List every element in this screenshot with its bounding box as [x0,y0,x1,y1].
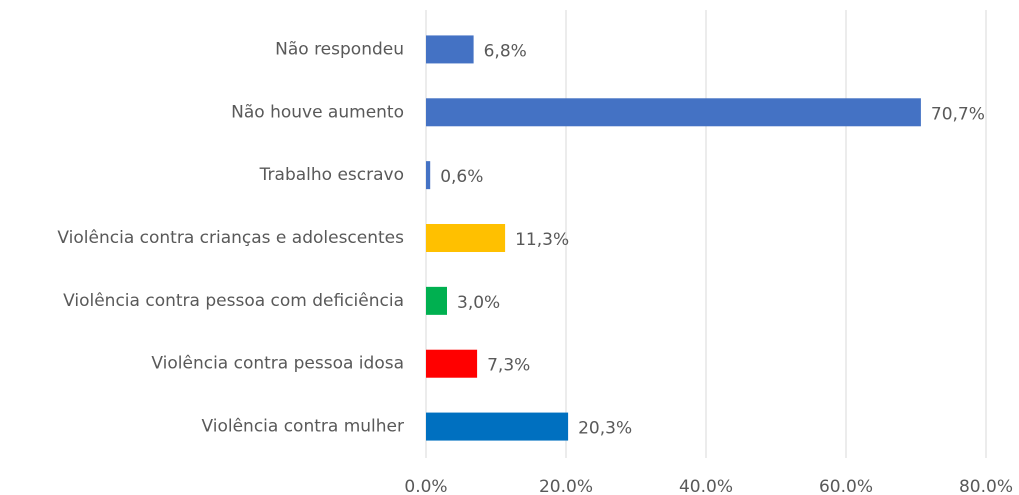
value-label: 7,3% [487,356,530,376]
value-label: 0,6% [440,167,483,187]
value-label: 3,0% [457,293,500,313]
x-tick-label: 20.0% [539,477,593,495]
y-tick-label: Não respondeu [275,39,404,59]
bar [426,349,478,378]
value-label: 11,3% [515,230,569,250]
y-tick-label: Violência contra pessoa com deficiência [63,291,404,311]
x-tick-label: 40.0% [679,477,733,495]
bar [426,224,506,252]
y-tick-label: Violência contra mulher [201,417,404,437]
bar [426,286,447,315]
bar [426,161,431,190]
x-tick-label: 60.0% [819,477,873,495]
y-tick-label: Violência contra pessoa idosa [151,354,404,374]
y-tick-label: Trabalho escravo [259,165,404,185]
bar [426,35,474,64]
bar [426,412,569,441]
y-tick-label: Violência contra crianças e adolescentes [57,228,404,248]
value-label: 6,8% [484,41,527,61]
x-tick-label: 80.0% [959,477,1013,495]
value-label: 20,3% [578,419,632,439]
y-tick-label: Não houve aumento [231,102,404,122]
x-tick-label: 0.0% [404,477,447,495]
value-label: 70,7% [931,104,985,124]
bar [426,98,921,127]
